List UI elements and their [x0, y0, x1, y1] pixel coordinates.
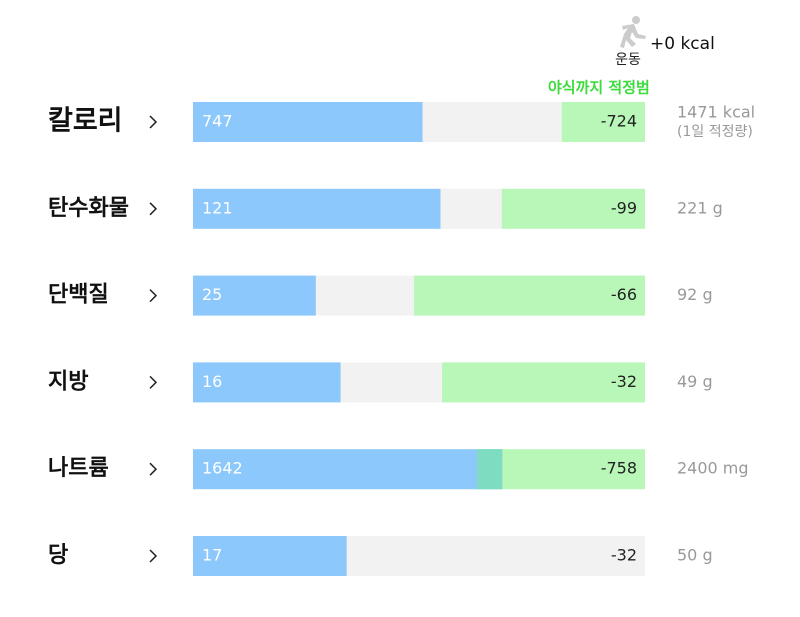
intake-value: 25	[202, 285, 222, 304]
range-bar	[414, 275, 645, 316]
intake-value: 747	[202, 112, 233, 131]
chevron[interactable]	[149, 202, 158, 216]
intake-bar	[193, 102, 423, 142]
chevron[interactable]	[149, 549, 158, 563]
intake-bar	[193, 536, 347, 576]
range-bar	[501, 188, 645, 229]
remaining-value: -66	[611, 285, 637, 304]
overlap-bar	[477, 449, 503, 490]
range-note: 야식까지 적정범	[548, 79, 650, 97]
target-value: 2400 mg	[677, 459, 749, 478]
target-value: 50 g	[677, 546, 713, 565]
runner-icon	[620, 16, 646, 48]
chevron[interactable]	[149, 289, 158, 303]
intake-value: 1642	[202, 459, 243, 478]
nutrient-label[interactable]: 당	[48, 543, 68, 568]
exercise-label: 운동	[615, 52, 641, 68]
chevron[interactable]	[149, 115, 158, 129]
intake-bar	[193, 449, 503, 490]
remaining-value: -32	[611, 546, 637, 565]
range-bar	[477, 449, 645, 490]
intake-value: 16	[202, 372, 222, 391]
target-note: (1일 적정량)	[677, 124, 753, 140]
nutrient-label[interactable]: 칼로리	[48, 106, 123, 137]
remaining-value: -724	[601, 112, 637, 131]
target-value: 49 g	[677, 372, 713, 391]
target-value: 92 g	[677, 285, 713, 304]
exercise-kcal: +0 kcal	[650, 34, 715, 54]
remaining-value: -99	[611, 198, 637, 217]
range-bar	[561, 102, 645, 142]
nutrient-label[interactable]: 탄수화물	[48, 196, 129, 221]
chevron[interactable]	[149, 462, 158, 476]
intake-value: 121	[202, 198, 233, 217]
intake-bar	[193, 362, 341, 403]
nutrient-label[interactable]: 지방	[48, 369, 88, 394]
intake-bar	[193, 188, 441, 229]
intake-bar	[193, 275, 316, 316]
target-value: 221 g	[677, 198, 723, 217]
range-bar	[442, 362, 645, 403]
remaining-value: -758	[601, 459, 637, 478]
target-value: 1471 kcal	[677, 103, 755, 122]
nutrient-label[interactable]: 나트륨	[48, 456, 109, 481]
chevron[interactable]	[149, 375, 158, 389]
nutrient-label[interactable]: 단백질	[48, 283, 109, 308]
intake-value: 17	[202, 546, 222, 565]
remaining-value: -32	[611, 372, 637, 391]
